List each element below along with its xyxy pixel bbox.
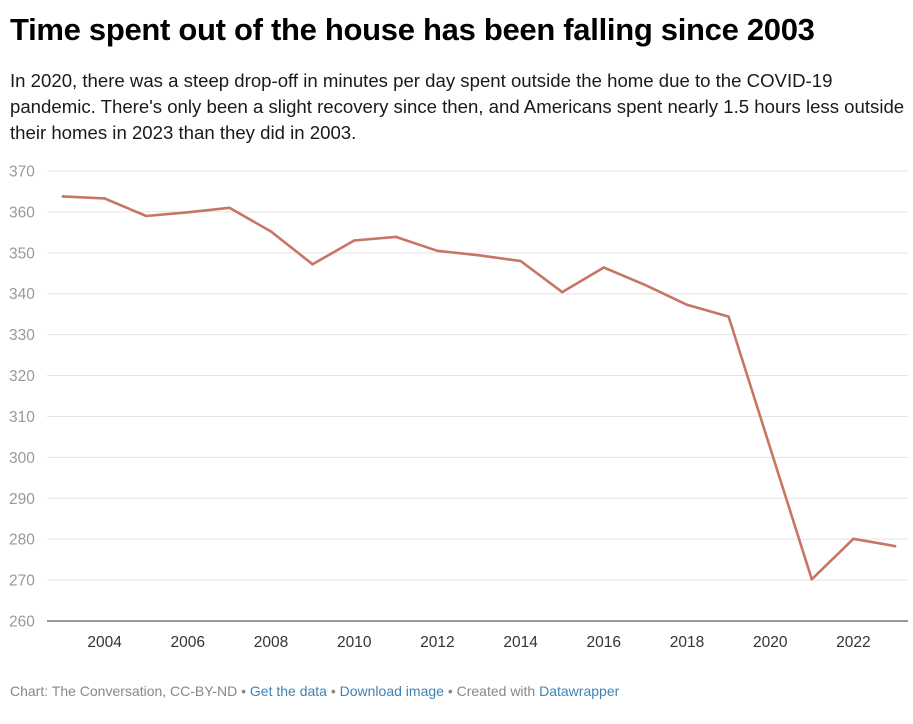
datawrapper-link[interactable]: Datawrapper xyxy=(539,683,620,699)
data-point xyxy=(186,211,190,214)
data-point xyxy=(61,195,65,198)
data-point xyxy=(394,235,398,239)
series-layer xyxy=(61,195,897,581)
data-point xyxy=(810,577,814,581)
y-tick-label: 320 xyxy=(9,368,35,385)
x-tick-label: 2016 xyxy=(587,634,621,651)
line-chart: 260 270 280 290 300 310 320 330 340 350 360 370 200… xyxy=(9,164,908,651)
y-tick-label: 290 xyxy=(9,491,35,508)
y-tick-label: 330 xyxy=(9,327,35,344)
x-tick-label: 2004 xyxy=(87,634,122,651)
x-tick-label: 2018 xyxy=(670,634,704,651)
download-image-link[interactable]: Download image xyxy=(339,683,444,699)
get-data-link[interactable]: Get the data xyxy=(249,683,327,699)
chart-subtitle: In 2020, there was a steep drop-off in m… xyxy=(10,70,905,143)
footer-separator: • xyxy=(237,683,250,699)
x-tick-label: 2020 xyxy=(753,634,788,651)
data-point xyxy=(852,537,855,541)
x-axis-ticks: 2004 2006 2008 2010 2012 2014 2016 2018 2020 2022 xyxy=(87,634,870,651)
gridlines xyxy=(47,170,908,622)
data-point xyxy=(352,239,356,242)
data-point xyxy=(519,259,522,263)
data-point xyxy=(685,303,689,307)
footer-separator: • xyxy=(443,683,457,699)
y-tick-label: 280 xyxy=(9,532,35,549)
y-tick-label: 270 xyxy=(9,573,35,590)
data-point xyxy=(103,197,106,200)
data-point xyxy=(727,315,730,318)
footer-separator: • xyxy=(326,683,340,699)
footer-credit: Chart: The Conversation, CC-BY-ND xyxy=(10,683,238,699)
data-point xyxy=(602,266,606,269)
data-point xyxy=(477,253,481,257)
y-tick-label: 370 xyxy=(9,164,35,181)
x-tick-label: 2006 xyxy=(171,634,205,651)
data-point xyxy=(644,283,647,287)
x-tick-label: 2022 xyxy=(836,634,870,651)
chart-footer: Chart: The Conversation, CC-BY-ND • Get … xyxy=(10,683,619,699)
data-point xyxy=(269,230,273,233)
data-point xyxy=(436,249,439,253)
data-point xyxy=(144,214,148,218)
y-tick-label: 350 xyxy=(9,245,35,262)
x-tick-label: 2010 xyxy=(337,634,372,651)
y-tick-label: 310 xyxy=(9,409,35,426)
x-tick-label: 2014 xyxy=(503,634,538,651)
chart-title: Time spent out of the house has been fal… xyxy=(10,12,815,47)
y-tick-label: 260 xyxy=(9,614,35,631)
data-point xyxy=(893,544,897,548)
data-point xyxy=(228,206,231,210)
series-line xyxy=(61,195,897,581)
y-axis-ticks: 260 270 280 290 300 310 320 330 340 350 360 370 xyxy=(9,164,35,631)
data-point xyxy=(311,262,314,266)
created-with-text: Created with xyxy=(456,683,540,699)
y-tick-label: 340 xyxy=(9,286,35,303)
y-tick-label: 300 xyxy=(9,450,35,467)
x-tick-label: 2008 xyxy=(254,634,288,651)
x-tick-label: 2012 xyxy=(420,634,454,651)
data-point xyxy=(560,290,564,294)
y-tick-label: 360 xyxy=(9,204,35,221)
